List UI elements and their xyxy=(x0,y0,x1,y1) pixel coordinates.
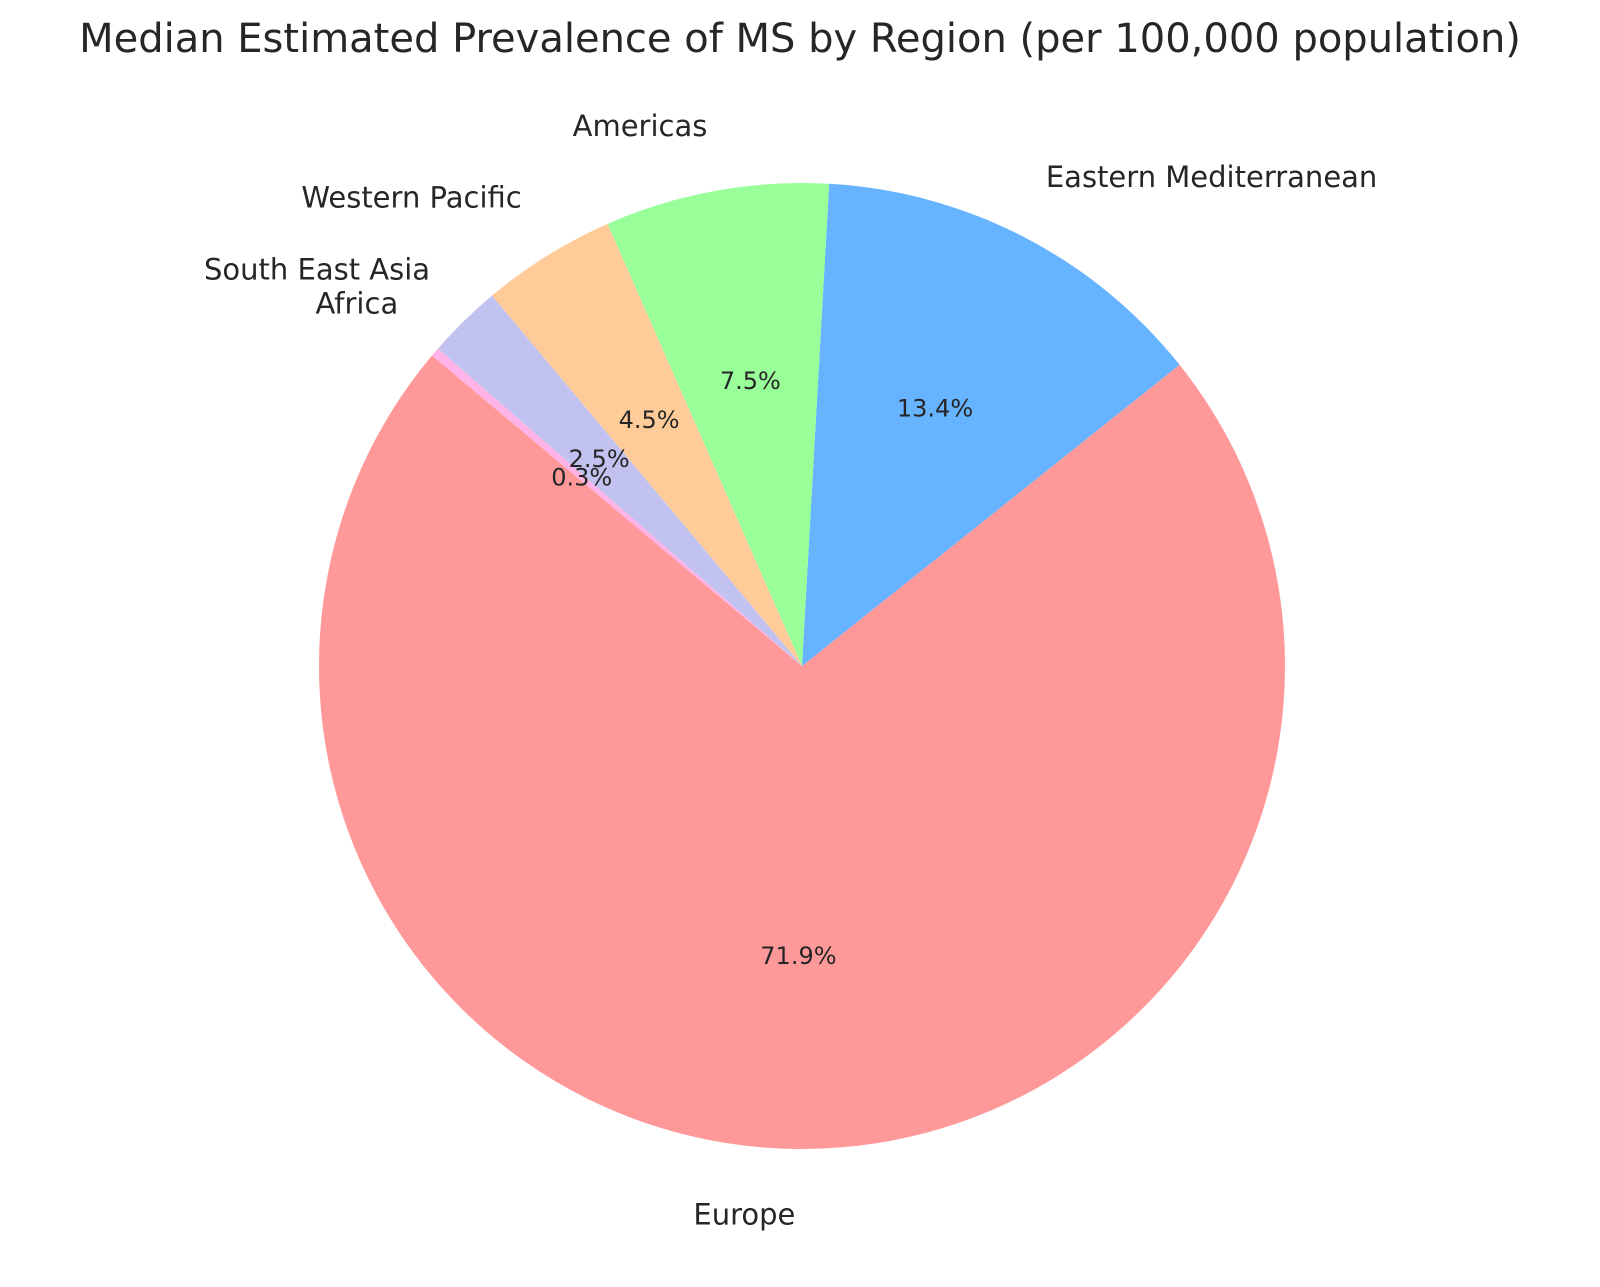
pie-slice-americas xyxy=(607,183,830,666)
pie-slice-eastern-mediterranean xyxy=(802,183,1180,666)
slice-label-africa: Africa xyxy=(316,287,399,321)
slice-label-western-pacific: Western Pacific xyxy=(301,181,521,215)
slice-label-eastern-mediterranean: Eastern Mediterranean xyxy=(1046,160,1377,194)
pie-slice-europe xyxy=(318,355,1285,1149)
slice-label-americas: Americas xyxy=(573,109,708,143)
percent-label-eastern-mediterranean: 13.4% xyxy=(897,395,973,423)
percent-label-south-east-asia: 2.5% xyxy=(569,445,630,473)
pie-slice-africa xyxy=(432,348,802,666)
percent-label-europe: 71.9% xyxy=(760,942,836,970)
pie-slice-western-pacific xyxy=(491,223,802,666)
labels-group: Europe 71.9% Eastern Mediterranean 13.4% Ame… xyxy=(204,109,1377,1231)
slices-group xyxy=(318,183,1285,1149)
slice-label-south-east-asia: South East Asia xyxy=(204,253,430,287)
percent-label-americas: 7.5% xyxy=(720,367,781,395)
percent-label-africa: 0.3% xyxy=(551,464,612,492)
percent-label-western-pacific: 4.5% xyxy=(619,406,680,434)
pie-slice-south-east-asia xyxy=(437,295,802,666)
chart-title: Median Estimated Prevalence of MS by Reg… xyxy=(79,16,1521,62)
slice-label-europe: Europe xyxy=(693,1197,795,1231)
